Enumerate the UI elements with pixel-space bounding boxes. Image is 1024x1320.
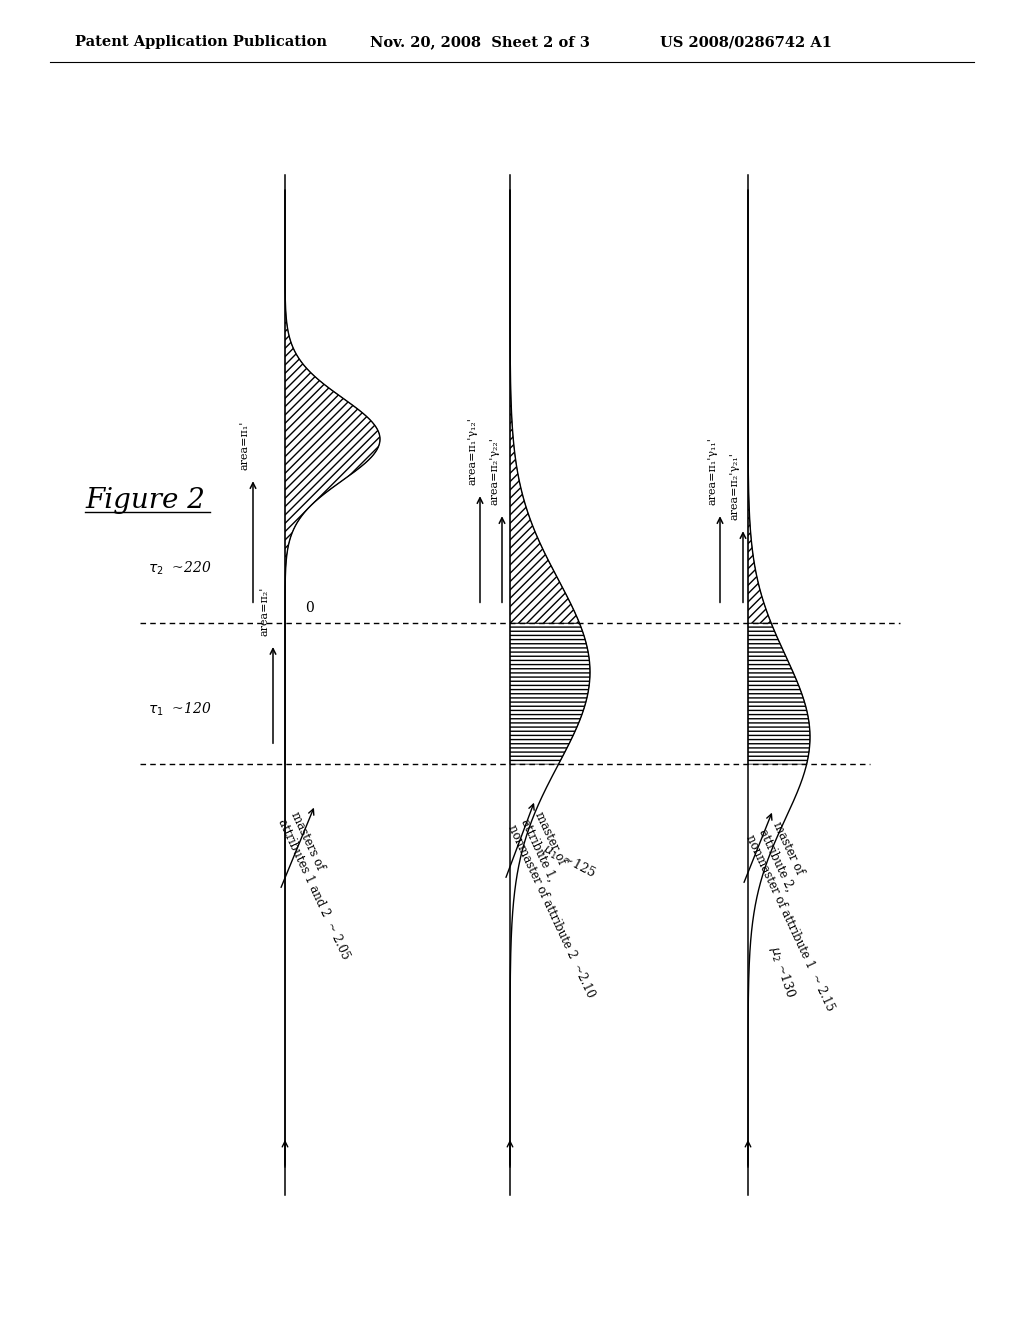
Text: $\mu_1$  ~125: $\mu_1$ ~125 <box>540 841 599 882</box>
Text: US 2008/0286742 A1: US 2008/0286742 A1 <box>660 36 831 49</box>
Text: area=π₁'γ₁₁': area=π₁'γ₁₁' <box>707 437 717 506</box>
Text: Figure 2: Figure 2 <box>85 487 205 513</box>
Text: area=π₂': area=π₂' <box>260 587 270 636</box>
Text: area=π₁'γ₁₂': area=π₁'γ₁₂' <box>467 417 477 486</box>
Text: $\mu_2$ ~130: $\mu_2$ ~130 <box>766 944 799 999</box>
Text: Patent Application Publication: Patent Application Publication <box>75 36 327 49</box>
Text: 0: 0 <box>305 602 313 615</box>
Text: area=π₂'γ₂₂': area=π₂'γ₂₂' <box>489 437 499 506</box>
Text: master of
attribute 1,
nonmaster of attribute 2  ~2.10: master of attribute 1, nonmaster of attr… <box>505 810 624 999</box>
Text: Nov. 20, 2008  Sheet 2 of 3: Nov. 20, 2008 Sheet 2 of 3 <box>370 36 590 49</box>
Text: $\tau_1$  ~120: $\tau_1$ ~120 <box>148 701 211 718</box>
Text: $\tau_2$  ~220: $\tau_2$ ~220 <box>148 560 211 577</box>
Text: master of
attribute 2,
nonmaster of attribute 1  ~ 2.15: master of attribute 2, nonmaster of attr… <box>743 820 863 1012</box>
Text: masters of
attributes 1 and 2  ~ 2.05: masters of attributes 1 and 2 ~ 2.05 <box>275 810 366 961</box>
Text: area=π₂'γ₂₁': area=π₂'γ₂₁' <box>730 453 740 520</box>
Text: area=π₁': area=π₁' <box>240 421 250 470</box>
